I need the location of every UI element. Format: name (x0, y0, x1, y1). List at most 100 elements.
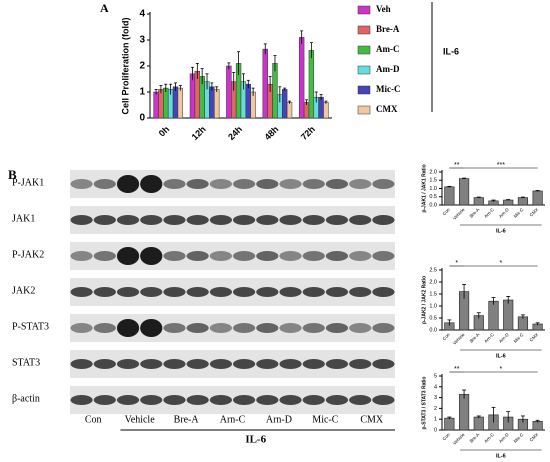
y-axis-label: p-JAK1 / JAK1 Ratio (421, 164, 427, 212)
panel-label: B (8, 167, 17, 182)
x-tick-label: Con (442, 432, 452, 442)
bar (532, 190, 543, 206)
group-label: IL-6 (496, 228, 506, 234)
blot-lane-label: Mic-C (312, 414, 338, 425)
blot-band (325, 215, 349, 225)
blot-band (256, 179, 279, 189)
blot-band (116, 395, 140, 405)
y-tick-label: 1.5 (429, 291, 437, 297)
bar (517, 197, 529, 206)
x-tick-label: 12h (190, 124, 208, 142)
y-tick-label: 1.5 (429, 178, 437, 184)
x-tick-label: 72h (299, 124, 317, 142)
blot-row-label: STAT3 (12, 357, 40, 368)
blot-band (116, 287, 140, 297)
y-tick-label: 2.0 (429, 279, 437, 285)
blot-lane-label: Con (85, 414, 102, 425)
blot-band (325, 359, 349, 369)
y-tick-label: 3 (434, 395, 437, 401)
legend-label: Mic-C (376, 84, 401, 94)
group-label: IL-6 (245, 434, 266, 446)
x-tick-label: Mic-C (513, 206, 525, 218)
legend-label: Am-D (376, 64, 400, 74)
blot-band (372, 287, 395, 297)
bar (153, 91, 159, 119)
blot-band (256, 323, 279, 333)
blot-band (116, 215, 140, 225)
blot-row-label: P-JAK1 (12, 177, 44, 188)
legend-swatch (357, 85, 371, 95)
x-tick-label: Arn-D (498, 331, 510, 343)
blot-band (163, 359, 186, 369)
bar (532, 421, 543, 431)
blot-band (209, 359, 232, 369)
blot-band (163, 215, 186, 225)
y-tick-label: 1 (139, 87, 145, 98)
blot-band (70, 287, 93, 297)
blot-band (186, 395, 209, 405)
x-tick-label: Mic-C (513, 331, 525, 343)
blot-band (116, 359, 140, 369)
blot-band (349, 251, 372, 261)
bar (298, 37, 305, 119)
bar (158, 89, 164, 119)
blot-band (70, 395, 93, 405)
blot-band (140, 319, 163, 337)
bar (503, 199, 514, 206)
blot-band (233, 215, 256, 225)
blot-band (163, 251, 186, 261)
blot-row-label: P-STAT3 (12, 321, 49, 332)
legend-label: Am-C (376, 44, 400, 54)
blot-band (116, 247, 140, 265)
blot-band (325, 287, 349, 297)
blot-band (93, 251, 116, 261)
legend-label: Bre-A (376, 24, 400, 34)
bar (308, 50, 315, 119)
blot-band (302, 179, 325, 189)
blot-band (372, 179, 395, 189)
blot-band (372, 215, 395, 225)
legend-swatch (357, 65, 371, 75)
blot-band (116, 319, 140, 337)
bar (444, 186, 455, 206)
legend-label: CMX (376, 104, 398, 114)
group-label: IL-6 (496, 453, 506, 459)
blot-band (233, 323, 256, 333)
blot-band (186, 323, 209, 333)
bar (172, 86, 179, 119)
bar (473, 416, 484, 431)
x-tick-label: Vehicle (452, 207, 466, 221)
blot-band (372, 359, 395, 369)
blot-band (140, 287, 163, 297)
x-tick-label: Bre-A (469, 207, 481, 219)
x-tick-label: Vehicle (452, 332, 466, 346)
blot-lane-label: Arn-D (266, 414, 292, 425)
blot-band (372, 395, 395, 405)
significance-label: ** (454, 162, 460, 169)
y-tick-label: 0 (139, 113, 145, 124)
bar (226, 65, 232, 119)
x-tick-label: 24h (226, 124, 244, 142)
x-tick-label: Arn-D (498, 206, 510, 218)
panel-label: A (100, 1, 109, 15)
blot-band (279, 215, 302, 225)
bar (458, 178, 470, 206)
blot-band (209, 395, 232, 405)
blot-band (256, 287, 279, 297)
bar (163, 87, 169, 119)
x-tick-label: 0h (157, 124, 172, 139)
significance-label: *** (497, 162, 505, 169)
group-label: IL-6 (443, 46, 459, 56)
blot-band (163, 395, 186, 405)
y-axis-label: Cell Proliferation (fold) (120, 17, 130, 114)
blot-band (93, 323, 116, 333)
blot-band (325, 179, 349, 189)
blot-band (372, 323, 395, 333)
legend-swatch (357, 5, 371, 15)
blot-band (93, 359, 116, 369)
blot-band (302, 395, 325, 405)
x-tick-label: Mic-C (513, 431, 525, 443)
bar (245, 83, 251, 119)
blot-band (279, 323, 302, 333)
bar (177, 87, 184, 119)
